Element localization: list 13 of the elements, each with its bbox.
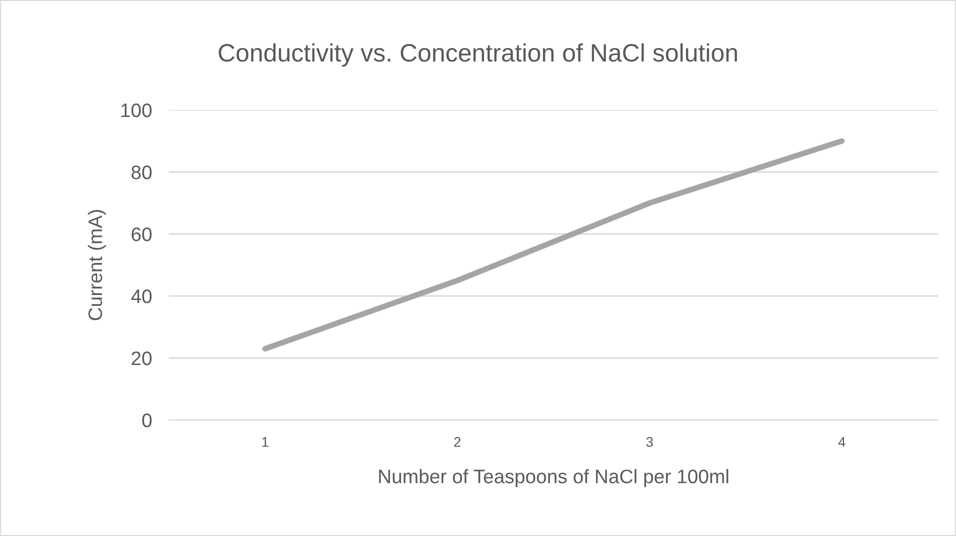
x-axis-title: Number of Teaspoons of NaCl per 100ml	[379, 469, 728, 488]
y-axis-title: Current (mA)	[88, 210, 106, 320]
x-tick-label: 2	[454, 437, 461, 447]
x-tick-label: 3	[646, 437, 653, 447]
x-tick-label: 1	[262, 437, 268, 447]
y-tick-label: 20	[132, 351, 152, 366]
y-tick-label: 100	[121, 103, 152, 118]
chart-title: Conductivity vs. Concentration of NaCl solution	[218, 43, 737, 67]
y-tick-label: 80	[132, 165, 152, 180]
y-tick-label: 0	[142, 413, 152, 428]
y-tick-label: 40	[131, 289, 152, 304]
y-tick-label: 60	[132, 227, 152, 242]
x-tick-label: 4	[838, 437, 846, 447]
